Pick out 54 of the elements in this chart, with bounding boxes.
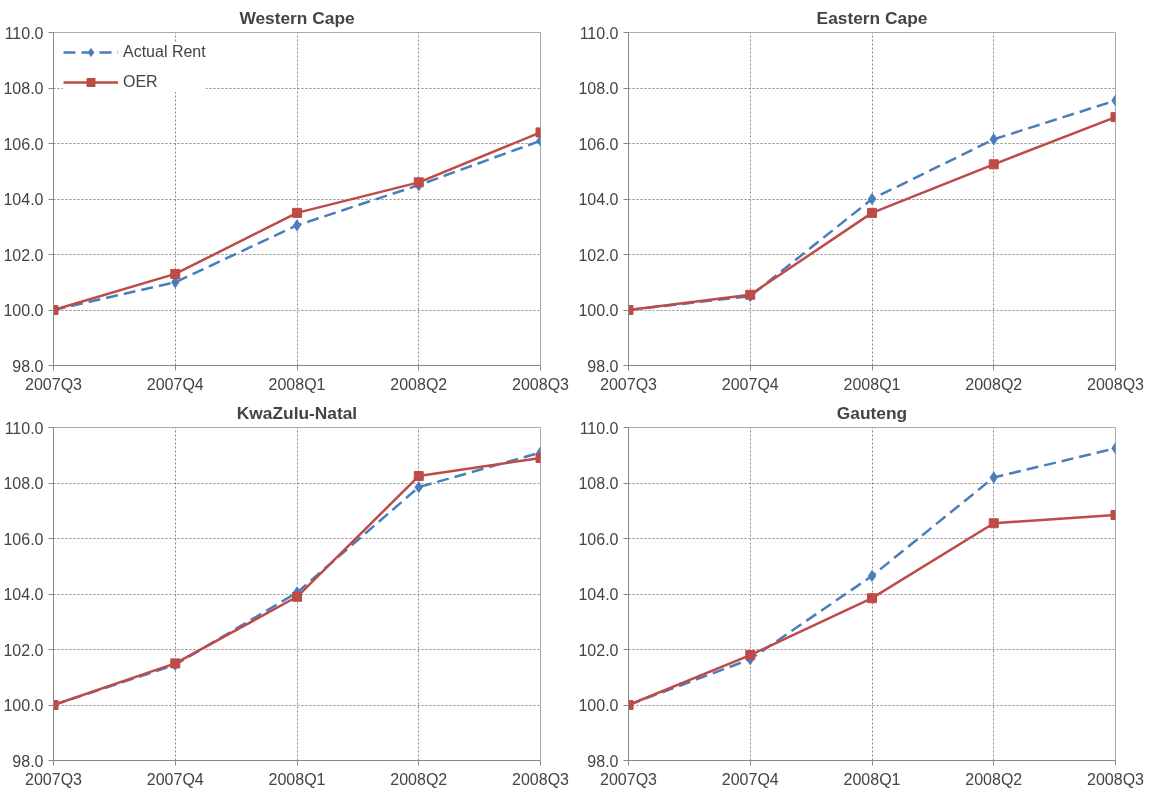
y-tick-label: 106.0 (3, 135, 44, 153)
x-tick-label: 2007Q3 (600, 375, 658, 393)
x-tick-label: 2008Q3 (512, 375, 570, 393)
x-tick-label: 2007Q4 (721, 375, 779, 393)
y-tick-label: 100.0 (578, 302, 619, 319)
chart-title: Eastern Cape (816, 7, 928, 28)
y-tick-label: 100.0 (3, 302, 44, 319)
x-tick-label: 2008Q2 (390, 375, 448, 393)
y-tick-label: 110.0 (579, 419, 619, 437)
y-tick-label: 104.0 (3, 586, 44, 603)
y-tick-label: 98.0 (587, 752, 619, 770)
x-tick-label: 2008Q1 (843, 375, 901, 393)
x-tick-label: 2008Q3 (512, 770, 570, 788)
y-tick-label: 100.0 (578, 697, 619, 714)
x-tick-label: 2007Q3 (600, 770, 658, 788)
legend-label: OER (123, 73, 158, 91)
chart-title: KwaZulu-Natal (236, 402, 358, 423)
y-tick-label: 108.0 (578, 475, 619, 492)
x-tick-label: 2007Q3 (25, 770, 83, 788)
chart-title: Gauteng (836, 402, 908, 423)
y-tick-label: 106.0 (578, 530, 619, 548)
x-tick-label: 2008Q1 (843, 770, 901, 788)
x-tick-label: 2007Q3 (25, 375, 83, 393)
y-tick-label: 110.0 (4, 24, 44, 42)
y-tick-label: 108.0 (3, 80, 44, 97)
y-tick-label: 104.0 (3, 191, 44, 208)
y-tick-label: 102.0 (3, 246, 44, 264)
x-tick-label: 2008Q2 (965, 770, 1023, 788)
x-tick-label: 2008Q3 (1087, 375, 1145, 393)
y-tick-label: 100.0 (3, 697, 44, 714)
y-tick-label: 110.0 (4, 419, 44, 437)
y-tick-label: 102.0 (578, 641, 619, 659)
y-tick-label: 104.0 (578, 586, 619, 603)
x-tick-label: 2007Q4 (146, 375, 204, 393)
x-tick-label: 2008Q2 (965, 375, 1023, 393)
y-tick-label: 102.0 (578, 246, 619, 264)
y-tick-label: 102.0 (3, 641, 44, 659)
chart-title: Western Cape (239, 7, 355, 28)
y-tick-label: 108.0 (578, 80, 619, 97)
y-tick-label: 110.0 (579, 24, 619, 42)
x-tick-label: 2008Q1 (268, 375, 326, 393)
y-tick-label: 98.0 (12, 752, 44, 770)
y-tick-label: 104.0 (578, 191, 619, 208)
x-tick-label: 2007Q4 (721, 770, 779, 788)
y-tick-label: 106.0 (3, 530, 44, 548)
x-tick-label: 2008Q1 (268, 770, 326, 788)
x-tick-label: 2007Q4 (146, 770, 204, 788)
y-tick-label: 108.0 (3, 475, 44, 492)
x-tick-label: 2008Q3 (1087, 770, 1145, 788)
x-tick-label: 2008Q2 (390, 770, 448, 788)
y-tick-label: 106.0 (578, 135, 619, 153)
y-tick-label: 98.0 (12, 357, 44, 375)
legend-label: Actual Rent (123, 43, 206, 61)
y-tick-label: 98.0 (587, 357, 619, 375)
